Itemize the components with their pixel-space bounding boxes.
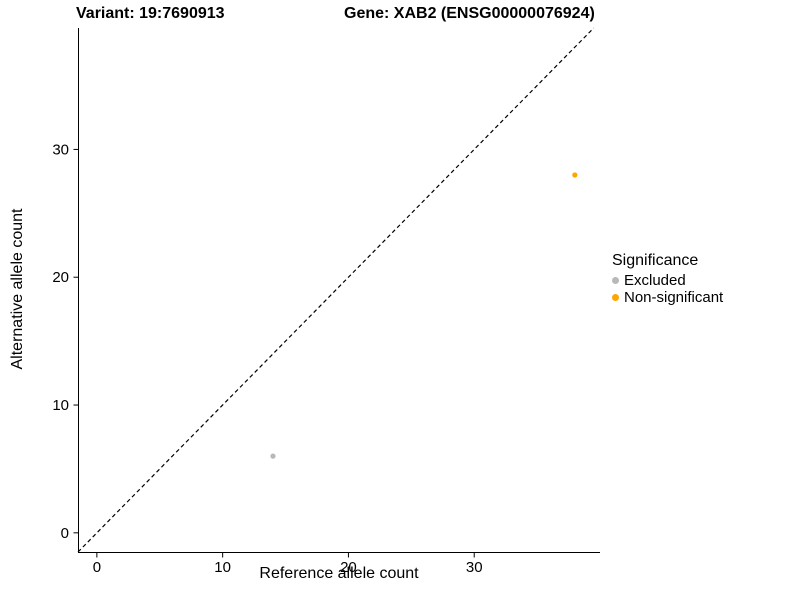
legend-label-excluded: Excluded [624, 272, 686, 289]
legend-dot-non-significant-icon [612, 294, 619, 301]
legend-title: Significance [612, 252, 699, 269]
data-point-non-significant [572, 172, 578, 178]
plot-title-gene: Gene: XAB2 (ENSG00000076924) [344, 5, 595, 22]
legend-dot-excluded-icon [612, 277, 619, 284]
legend-item-non-significant: Non-significant [612, 289, 723, 306]
legend-label-non-significant: Non-significant [624, 289, 724, 306]
legend: Significance Excluded Non-significant [612, 252, 723, 306]
y-tick-label: 30 [52, 141, 69, 158]
y-tick-label: 20 [52, 269, 69, 286]
x-tick-label: 20 [340, 559, 357, 576]
x-tick-label: 0 [93, 559, 101, 576]
identity-line [77, 27, 595, 553]
y-tick-label: 0 [61, 525, 69, 542]
data-point-excluded [270, 453, 276, 459]
x-tick-label: 10 [214, 559, 231, 576]
x-axis-label: Reference allele count [259, 565, 419, 582]
x-tick-label: 30 [466, 559, 483, 576]
legend-item-excluded: Excluded [612, 272, 723, 289]
y-tick-label: 10 [52, 397, 69, 414]
plot-title-variant: Variant: 19:7690913 [76, 5, 225, 22]
